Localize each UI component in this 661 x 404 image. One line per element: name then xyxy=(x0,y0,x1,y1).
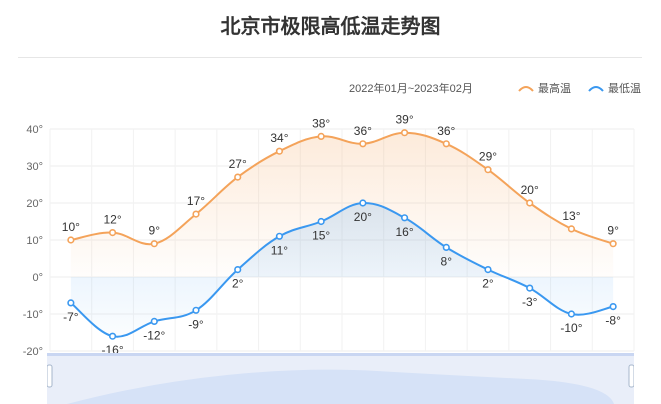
data-label: -3° xyxy=(522,295,538,309)
data-label: 2° xyxy=(232,277,244,291)
y-tick-label: 40° xyxy=(26,124,43,136)
data-point[interactable] xyxy=(108,332,117,340)
y-tick-label: 10° xyxy=(26,235,43,247)
data-label: 20° xyxy=(521,183,539,197)
data-label: 11° xyxy=(271,243,288,257)
y-tick-label: -10° xyxy=(23,309,43,321)
data-label: 34° xyxy=(270,131,288,145)
data-label: 29° xyxy=(479,150,497,164)
data-label: 2° xyxy=(482,277,494,291)
data-point[interactable] xyxy=(234,173,242,181)
data-label: -7° xyxy=(63,310,79,324)
data-point[interactable] xyxy=(67,236,75,244)
zoom-handle-left[interactable] xyxy=(47,364,53,388)
data-point[interactable] xyxy=(317,217,325,226)
data-point[interactable] xyxy=(192,210,200,218)
data-point[interactable] xyxy=(526,199,534,207)
data-label: 9° xyxy=(149,224,161,238)
data-label: 8° xyxy=(441,254,453,268)
data-point[interactable] xyxy=(150,317,158,326)
legend-item-min[interactable]: 最低温 xyxy=(588,80,641,96)
data-point[interactable] xyxy=(275,147,284,155)
data-point[interactable] xyxy=(192,306,200,314)
zoom-handle-right[interactable] xyxy=(628,364,634,388)
title-divider xyxy=(18,57,642,58)
zoom-top-edge xyxy=(47,353,634,356)
data-point[interactable] xyxy=(442,140,450,148)
data-label: 15° xyxy=(312,229,330,243)
series-area-1 xyxy=(70,202,614,337)
data-label: 38° xyxy=(312,116,330,130)
data-point[interactable] xyxy=(442,243,450,251)
data-point[interactable] xyxy=(108,229,117,237)
chart-title: 北京市极限高低温走势图 xyxy=(220,16,441,38)
data-point[interactable] xyxy=(609,303,617,311)
data-point[interactable] xyxy=(567,225,576,233)
data-point[interactable] xyxy=(150,240,158,248)
data-label: 9° xyxy=(607,224,619,238)
data-label: -12° xyxy=(143,328,165,342)
data-zoom-slider[interactable] xyxy=(47,353,634,404)
legend-item-max[interactable]: 最高温 xyxy=(518,80,571,96)
data-point[interactable] xyxy=(567,310,576,318)
data-label: 17° xyxy=(187,194,205,208)
data-point[interactable] xyxy=(484,266,492,274)
data-label: 13° xyxy=(562,209,580,223)
y-tick-label: 0° xyxy=(32,272,43,284)
data-label: 20° xyxy=(354,210,372,224)
data-point[interactable] xyxy=(275,232,284,240)
data-label: 12° xyxy=(103,213,121,227)
series-line-1 xyxy=(70,201,614,338)
data-label: -10° xyxy=(560,321,582,335)
y-tick-label: -20° xyxy=(23,346,43,358)
data-point[interactable] xyxy=(359,199,367,207)
legend-label-min: 最低温 xyxy=(608,83,641,95)
y-tick-label: 30° xyxy=(26,161,43,173)
data-label: 39° xyxy=(395,113,413,127)
y-tick-label: 20° xyxy=(26,198,43,210)
data-label: 16° xyxy=(395,225,413,239)
data-label: 36° xyxy=(354,124,372,138)
legend-line-icon xyxy=(518,86,534,92)
series-line-0 xyxy=(70,131,614,246)
legend-line-icon xyxy=(588,86,604,92)
data-label: 36° xyxy=(437,124,455,138)
data-point[interactable] xyxy=(400,129,409,137)
data-point[interactable] xyxy=(234,266,242,274)
date-range-subtitle: 2022年01月~2023年02月 xyxy=(349,83,473,95)
data-point[interactable] xyxy=(359,140,367,148)
data-point[interactable] xyxy=(609,240,617,248)
series-area-0 xyxy=(70,132,614,277)
data-point[interactable] xyxy=(526,284,534,292)
data-point[interactable] xyxy=(67,299,75,307)
data-point[interactable] xyxy=(317,132,325,140)
data-point[interactable] xyxy=(484,166,492,174)
data-label: -9° xyxy=(188,317,204,331)
zoom-preview xyxy=(67,369,614,404)
data-label: -8° xyxy=(605,314,621,328)
data-label: 27° xyxy=(229,157,247,171)
legend-label-max: 最高温 xyxy=(538,83,571,95)
data-label: 10° xyxy=(62,220,80,234)
data-point[interactable] xyxy=(400,214,409,222)
